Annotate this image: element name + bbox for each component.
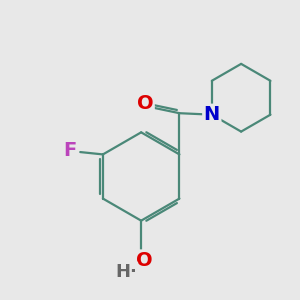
Text: O: O [137, 94, 153, 113]
Text: N: N [204, 105, 220, 124]
Text: F: F [63, 141, 76, 160]
Text: H·: H· [115, 263, 137, 281]
Text: O: O [136, 251, 152, 270]
